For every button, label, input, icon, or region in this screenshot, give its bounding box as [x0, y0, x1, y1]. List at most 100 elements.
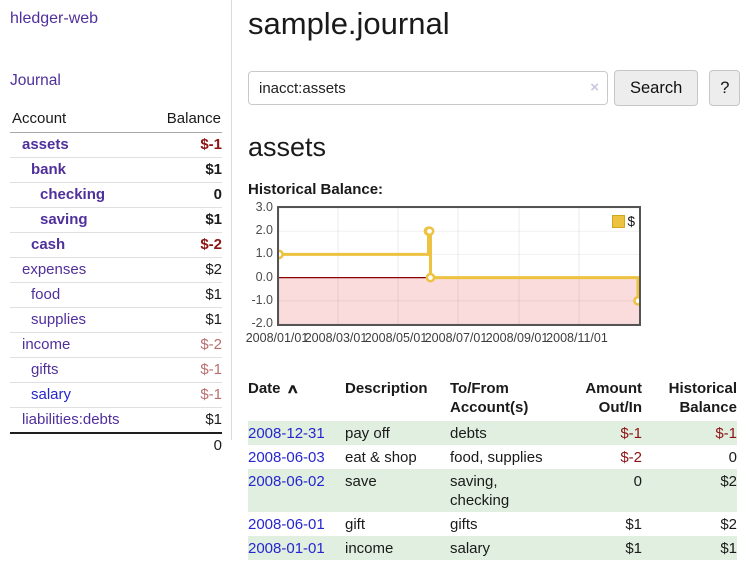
transaction-row: 2008-06-01 gift gifts $1 $2 [248, 512, 737, 536]
account-link-supplies[interactable]: supplies [31, 311, 87, 328]
account-link-cash[interactable]: cash [31, 236, 66, 253]
x-tick-label: 2008/11/01 [546, 331, 608, 345]
transaction-description: eat & shop [345, 449, 417, 466]
search-button[interactable]: Search [614, 70, 699, 106]
accounts-total-row: 0 [10, 432, 222, 458]
sidebar-item-journal[interactable]: Journal [10, 72, 61, 89]
account-balance: $1 [149, 407, 222, 433]
account-balance: $1 [149, 307, 222, 333]
x-tick-label: 2008/09/01 [485, 331, 549, 345]
transaction-balance: $2 [720, 516, 737, 533]
sidebar: hledger-web Journal Account Balance asse… [0, 0, 232, 458]
register-table: Date ∧ Description To/From Account(s) Amo… [248, 377, 737, 560]
account-link-saving[interactable]: saving [40, 211, 88, 228]
sort-ascending-icon: ∧ [285, 381, 299, 396]
account-heading: assets [248, 132, 327, 162]
clear-search-icon[interactable]: × [590, 79, 599, 96]
x-tick-label: 2008/01/01 [245, 331, 309, 345]
account-row: assets $-1 [10, 133, 222, 158]
account-link-food[interactable]: food [31, 286, 61, 303]
chart-y-axis: 3.0 2.0 1.0 0.0 -1.0 -2.0 [248, 201, 277, 330]
accounts-header-account: Account [10, 109, 150, 133]
search-input[interactable] [248, 71, 608, 105]
account-row: supplies $1 [10, 307, 222, 333]
transaction-balance: $-1 [715, 425, 737, 442]
legend-swatch-icon [612, 215, 626, 228]
transaction-amount: $1 [625, 516, 642, 533]
transaction-account: salary [450, 540, 491, 557]
transaction-balance: $2 [720, 473, 737, 490]
account-balance: $-1 [200, 136, 222, 153]
transaction-balance: $1 [720, 540, 737, 557]
transaction-account: gifts [450, 516, 478, 533]
column-header-account: To/From Account(s) [450, 380, 529, 416]
account-link-salary[interactable]: salary [31, 386, 72, 403]
transaction-account: debts [450, 425, 487, 442]
y-tick-label: -2.0 [251, 316, 273, 330]
transaction-date-link[interactable]: 2008-06-03 [248, 449, 325, 466]
transaction-account: food, supplies [450, 449, 543, 466]
chart-title: Historical Balance: [248, 181, 384, 198]
account-balance: 0 [149, 182, 222, 208]
column-header-date[interactable]: Date ∧ [248, 380, 299, 397]
account-link-assets[interactable]: assets [22, 136, 69, 153]
account-row: gifts $-1 [10, 357, 222, 383]
transaction-row: 2008-12-31 pay off debts $-1 $-1 [248, 421, 737, 445]
transaction-amount: $-2 [620, 449, 642, 466]
account-balance: $1 [149, 282, 222, 308]
chart-canvas [279, 208, 639, 324]
account-balance: $1 [149, 207, 222, 233]
transaction-amount: $1 [625, 540, 642, 557]
account-row: liabilities:debts $1 [10, 407, 222, 433]
transaction-description: pay off [345, 425, 390, 442]
transaction-balance: 0 [728, 449, 737, 466]
transaction-row: 2008-06-03 eat & shop food, supplies $-2… [248, 445, 737, 469]
account-link-income[interactable]: income [22, 336, 71, 353]
transaction-row: 2008-06-02 save saving, checking 0 $2 [248, 469, 737, 512]
account-row: food $1 [10, 282, 222, 308]
account-link-expenses[interactable]: expenses [22, 261, 87, 278]
transaction-date-link[interactable]: 2008-06-01 [248, 516, 325, 533]
y-tick-label: 3.0 [255, 200, 273, 214]
app-brand-link[interactable]: hledger-web [10, 10, 99, 27]
x-tick-label: 2008/03/01 [304, 331, 368, 345]
historical-balance-chart: 3.0 2.0 1.0 0.0 -1.0 -2.0 $ 2008/01/01 2008/03… [246, 201, 742, 352]
help-button[interactable]: ? [709, 70, 741, 106]
account-link-checking[interactable]: checking [40, 186, 106, 203]
transaction-date-link[interactable]: 2008-06-02 [248, 473, 325, 490]
column-header-description: Description [345, 380, 428, 397]
account-balance: $-2 [149, 232, 222, 258]
column-header-balance: Historical Balance [668, 380, 737, 416]
account-row: saving $1 [10, 207, 222, 233]
search-form: × Search ? [248, 70, 742, 106]
account-row: cash $-2 [10, 232, 222, 258]
accounts-total-value: 0 [149, 432, 222, 458]
main-content: sample.journal × Search ? assets Histori… [232, 0, 742, 560]
y-tick-label: 2.0 [255, 223, 273, 238]
transaction-date-link[interactable]: 2008-01-01 [248, 540, 325, 557]
account-link-liabilities-debts[interactable]: liabilities:debts [22, 411, 120, 428]
legend-label: $ [627, 214, 635, 229]
chart-plot-area: $ [277, 206, 641, 326]
x-tick-label: 2008/05/01 [364, 331, 428, 345]
account-row: income $-2 [10, 332, 222, 358]
account-link-gifts[interactable]: gifts [31, 361, 59, 378]
account-link-bank[interactable]: bank [31, 161, 67, 178]
transaction-account: saving, checking [450, 473, 510, 509]
y-tick-label: -1.0 [251, 292, 273, 307]
account-row: bank $1 [10, 157, 222, 183]
column-header-amount: Amount Out/In [585, 380, 642, 416]
account-row: salary $-1 [10, 382, 222, 408]
accounts-header-balance: Balance [149, 109, 222, 133]
account-balance: $2 [149, 257, 222, 283]
transaction-description: gift [345, 516, 366, 533]
transaction-date-link[interactable]: 2008-12-31 [248, 425, 325, 442]
account-row: expenses $2 [10, 257, 222, 283]
page-title: sample.journal [248, 6, 450, 41]
account-balance: $1 [149, 157, 222, 183]
account-row: checking 0 [10, 182, 222, 208]
chart-legend: $ [612, 214, 635, 229]
transaction-amount: 0 [633, 473, 642, 490]
accounts-table: Account Balance assets $-1 bank $1 check… [10, 109, 222, 458]
transaction-description: save [345, 473, 377, 490]
